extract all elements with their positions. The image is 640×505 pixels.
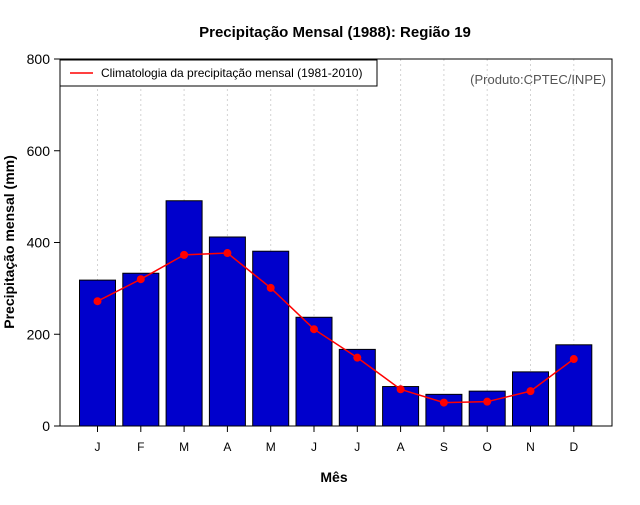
climatology-point-10 [526, 387, 535, 396]
x-tick-label-4: M [266, 440, 276, 454]
x-tick-label-11: D [569, 440, 578, 454]
climatology-point-1 [136, 275, 145, 284]
y-tick-label-4: 800 [27, 51, 51, 67]
y-tick-label-3: 600 [27, 143, 51, 159]
y-tick-label-2: 400 [27, 235, 51, 251]
bar-10 [512, 371, 549, 427]
bar-1 [122, 272, 160, 427]
x-tick-label-8: S [440, 440, 448, 454]
bar-3 [208, 236, 246, 427]
climatology-point-9 [483, 397, 492, 406]
y-tick-label-0: 0 [42, 418, 50, 434]
climatology-point-4 [266, 283, 275, 292]
x-tick-label-0: J [95, 440, 101, 454]
x-tick-label-6: J [354, 440, 360, 454]
bar-9 [468, 390, 506, 427]
climatology-line [97, 252, 575, 404]
x-tick-label-10: N [526, 440, 535, 454]
x-tick-label-7: A [397, 440, 405, 454]
y-axis-label: Precipitação mensal (mm) [1, 155, 17, 329]
x-axis-label: Mês [320, 469, 347, 485]
bar-2 [165, 200, 203, 427]
climatology-point-8 [439, 398, 448, 407]
climatology-point-7 [396, 385, 405, 394]
climatology-point-6 [353, 353, 362, 362]
chart-title: Precipitação Mensal (1988): Região 19 [199, 24, 471, 41]
bar-6 [338, 348, 376, 427]
climatology-point-2 [180, 250, 189, 259]
legend-box [59, 59, 378, 87]
plot-area: 0 200 400 600 800 J F M A M J J A S O N D Climatologia da… [27, 51, 613, 454]
bar-5 [295, 316, 333, 427]
x-tick-label-9: O [483, 440, 492, 454]
climatology-point-11 [569, 355, 578, 364]
climatology-point-3 [223, 249, 232, 258]
source-note: (Produto:CPTEC/INPE) [470, 72, 606, 87]
y-tick-label-1: 200 [27, 326, 51, 342]
legend-label: Climatologia da precipitação mensal (198… [101, 66, 362, 80]
climatology-point-5 [310, 325, 318, 334]
x-tick-label-5: J [311, 440, 317, 454]
x-tick-label-1: F [137, 440, 144, 454]
climatology-point-0 [93, 297, 102, 306]
x-tick-label-2: M [179, 440, 189, 454]
x-tick-label-3: A [223, 440, 231, 454]
